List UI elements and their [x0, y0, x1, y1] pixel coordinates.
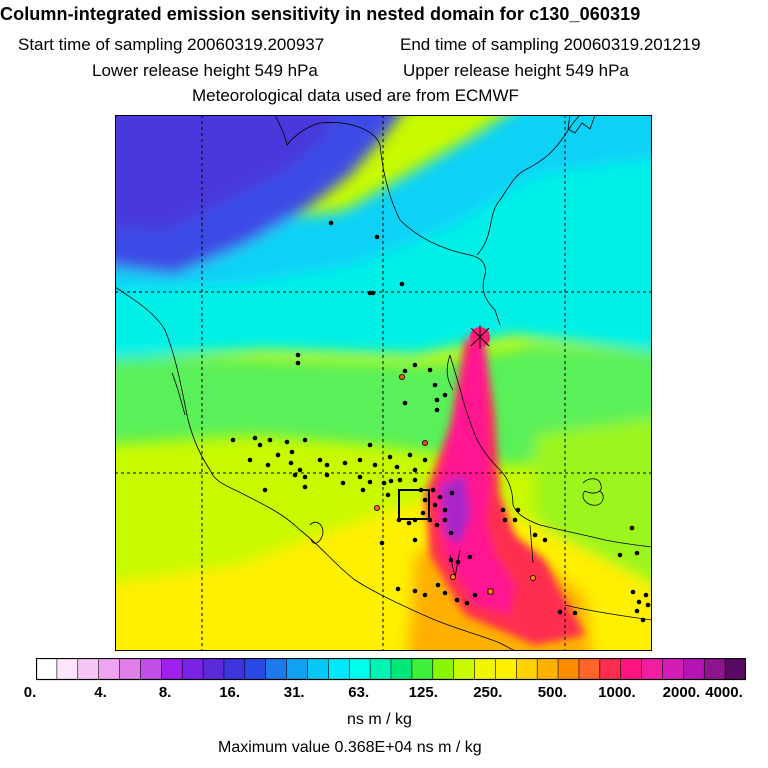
field-magenta-plume: [435, 335, 515, 615]
highlighted-station-markers: [373, 373, 536, 595]
colorbar-tick-label: 8.: [158, 684, 172, 701]
colorbar-tick-label: 0.: [23, 684, 37, 701]
colorbar-cell: [119, 658, 142, 680]
colorbar-cell: [599, 658, 622, 680]
colorbar-tick-label: 2000.: [662, 684, 701, 701]
colorbar-cell: [578, 658, 601, 680]
colorbar-tick-label: 4.: [94, 684, 107, 701]
colorbar-cell: [349, 658, 371, 680]
colorbar-cell: [411, 658, 434, 680]
colorbar-cell: [432, 658, 455, 680]
colorbar-cell: [307, 658, 329, 680]
colorbar-cell: [662, 658, 684, 680]
release-point-star-icon: [470, 325, 490, 349]
upper-release-height-label: Upper release height 549 hPa: [403, 61, 629, 80]
colorbar-unit-label: ns m / kg: [347, 711, 412, 728]
colorbar-tick-label: 125.: [408, 684, 438, 701]
field-violet-band: [115, 115, 335, 230]
colorbar-cell: [453, 658, 476, 680]
colorbar-cell: [725, 658, 746, 680]
colorbar-cell: [56, 658, 79, 680]
colorbar-cell: [265, 658, 288, 680]
colorbar-cell: [36, 658, 58, 680]
colorbar-cell: [161, 658, 183, 680]
colorbar-cell: [620, 658, 643, 680]
colorbar-tick-label: 31.: [283, 684, 305, 701]
station-markers: [230, 220, 651, 623]
colorbar-cell: [244, 658, 267, 680]
colorbar-cell: [516, 658, 538, 680]
colorbar-cell: [558, 658, 580, 680]
colorbar: [36, 658, 746, 681]
colorbar-tick-label: 16.: [219, 684, 241, 701]
lower-release-height-label: Lower release height 549 hPa: [92, 61, 318, 80]
colorbar-cell: [182, 658, 204, 680]
coastlines: [115, 115, 652, 651]
colorbar-cell: [370, 658, 392, 680]
field-purple-core: [440, 475, 470, 545]
colorbar-cell: [474, 658, 497, 680]
colorbar-cell: [77, 658, 100, 680]
graticule: [115, 115, 652, 651]
colorbar-cell: [683, 658, 705, 680]
colorbar-cell: [328, 658, 350, 680]
colorbar-tick-label: 500.: [537, 684, 567, 701]
colorbar-cell: [704, 658, 726, 680]
colorbar-cell: [495, 658, 517, 680]
colorbar-cell: [203, 658, 225, 680]
emission-sensitivity-map: [115, 115, 652, 651]
start-time-label: Start time of sampling 20060319.200937: [18, 35, 325, 54]
end-time-label: End time of sampling 20060319.201219: [400, 35, 701, 54]
colorbar-cell: [641, 658, 664, 680]
colorbar-cell: [286, 658, 309, 680]
colorbar-cell: [98, 658, 121, 680]
colorbar-tick-label: 250.: [473, 684, 503, 701]
colorbar-tick-label: 63.: [348, 684, 370, 701]
field-lightblue-band: [115, 115, 652, 290]
colorbar-tick-label: 4000.: [705, 684, 743, 701]
met-data-label: Meteorological data used are from ECMWF: [192, 86, 519, 105]
colorbar-cell: [223, 658, 246, 680]
colorbar-cell: [537, 658, 559, 680]
colorbar-tick-label: 1000.: [598, 684, 636, 701]
colorbar-cell: [391, 658, 413, 680]
colorbar-cell: [140, 658, 162, 680]
max-value-label: Maximum value 0.368E+04 ns m / kg: [218, 739, 482, 756]
plot-title: Column-integrated emission sensitivity i…: [0, 4, 641, 24]
